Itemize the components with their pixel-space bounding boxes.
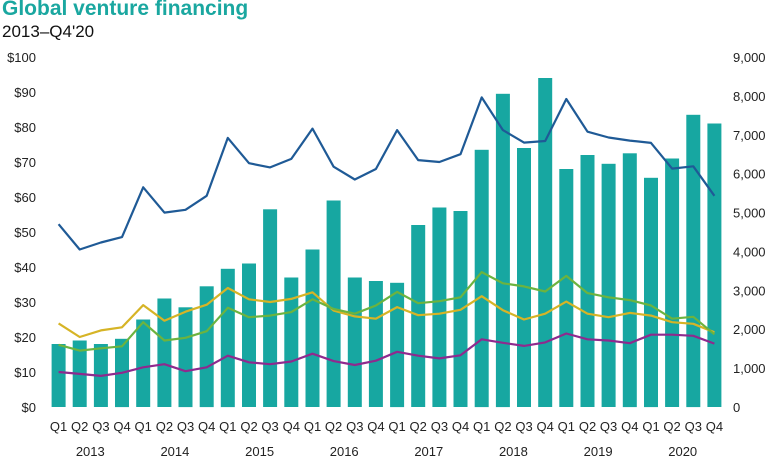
chart-title: Global venture financing	[2, 0, 249, 20]
quarter-label: Q1	[135, 419, 152, 434]
bar	[601, 163, 616, 407]
bar	[707, 123, 722, 407]
left-tick-label: $40	[14, 260, 36, 275]
quarter-label: Q4	[367, 419, 384, 434]
x-axis: Q1 Q2 Q3 Q4 Q1 Q2 Q3 Q4 Q1 Q2 Q3 Q4 Q1 Q2 Q3 Q4 Q1 Q2 Q3 Q4…	[50, 419, 723, 459]
quarter-label: Q3	[346, 419, 363, 434]
year-label: 2013	[76, 444, 105, 459]
line-series-4	[58, 332, 715, 377]
line-series-1	[57, 96, 716, 251]
quarter-label: Q2	[156, 419, 173, 434]
right-tick-label: 6,000	[733, 167, 766, 182]
bar	[495, 93, 510, 408]
bar	[622, 153, 637, 408]
year-label: 2017	[414, 444, 443, 459]
quarter-label: Q3	[431, 419, 448, 434]
quarter-label: Q3	[600, 419, 617, 434]
bar	[538, 78, 553, 407]
quarter-label: Q1	[642, 419, 659, 434]
quarter-label: Q1	[304, 419, 321, 434]
quarter-label: Q1	[50, 419, 67, 434]
bar	[665, 158, 680, 407]
quarter-label: Q2	[663, 419, 680, 434]
bar	[644, 177, 658, 408]
bar	[305, 249, 320, 407]
year-label: 2018	[499, 444, 528, 459]
right-tick-label: 1,000	[733, 361, 766, 376]
quarter-label: Q3	[92, 419, 109, 434]
right-axis: 0 1,000 2,000 3,000 4,000 5,000 6,000 7,000 8,00…	[733, 50, 766, 415]
quarter-label: Q2	[579, 419, 596, 434]
quarter-label: Q3	[515, 419, 532, 434]
left-tick-label: $10	[14, 365, 36, 380]
left-tick-label: $0	[22, 400, 36, 415]
quarter-label: Q4	[706, 419, 723, 434]
bar	[220, 268, 235, 408]
left-tick-label: $30	[14, 295, 36, 310]
quarter-label: Q1	[388, 419, 405, 434]
year-label: 2016	[330, 444, 359, 459]
bar	[326, 200, 341, 407]
bar-series	[51, 78, 722, 408]
year-label: 2019	[584, 444, 613, 459]
year-label: 2020	[668, 444, 697, 459]
quarter-label: Q4	[621, 419, 638, 434]
bar	[432, 207, 447, 407]
quarter-label: Q4	[537, 419, 554, 434]
right-tick-label: 2,000	[733, 322, 766, 337]
left-tick-label: $80	[14, 120, 36, 135]
quarter-label: Q1	[473, 419, 490, 434]
right-tick-label: 4,000	[733, 244, 766, 259]
line-series-3	[58, 271, 716, 352]
right-tick-label: 0	[733, 400, 740, 415]
quarter-label: Q2	[410, 419, 427, 434]
year-label: 2014	[160, 444, 189, 459]
right-tick-label: 8,000	[733, 89, 766, 104]
bar	[580, 155, 595, 407]
quarter-label: Q4	[283, 419, 300, 434]
quarter-label: Q2	[71, 419, 88, 434]
left-tick-label: $50	[14, 225, 36, 240]
bar	[199, 286, 214, 408]
quarter-label: Q2	[240, 419, 257, 434]
bar	[517, 148, 531, 407]
quarter-label: Q2	[494, 419, 511, 434]
bar	[559, 169, 574, 407]
quarter-label: Q4	[198, 419, 215, 434]
bar	[136, 319, 151, 407]
chart-subtitle: 2013–Q4'20	[2, 22, 95, 41]
bar	[178, 307, 193, 408]
bar	[347, 277, 362, 407]
quarter-label: Q4	[452, 419, 469, 434]
quarter-label: Q1	[558, 419, 575, 434]
bar	[686, 114, 701, 408]
bar	[368, 281, 383, 407]
left-tick-label: $60	[14, 190, 36, 205]
left-axis: $0 $10 $20 $30 $40 $50 $60 $70 $80 $90 $100	[7, 50, 36, 415]
left-tick-label: $90	[14, 85, 36, 100]
bar	[51, 344, 66, 407]
right-tick-label: 9,000	[733, 50, 766, 65]
bar	[157, 298, 172, 407]
quarter-label: Q3	[685, 419, 702, 434]
bar	[390, 282, 405, 408]
quarter-label: Q4	[113, 419, 130, 434]
left-tick-label: $70	[14, 155, 36, 170]
left-tick-label: $100	[7, 50, 36, 65]
quarter-label: Q1	[219, 419, 236, 434]
line-series-group	[57, 96, 716, 377]
bar	[263, 209, 278, 407]
right-tick-label: 3,000	[733, 283, 766, 298]
quarter-label: Q2	[325, 419, 342, 434]
right-tick-label: 7,000	[733, 128, 766, 143]
bar	[242, 263, 256, 407]
quarter-label: Q3	[261, 419, 278, 434]
left-tick-label: $20	[14, 330, 36, 345]
year-label: 2015	[245, 444, 274, 459]
line-series-2	[58, 286, 715, 339]
right-tick-label: 5,000	[733, 206, 766, 221]
quarter-label: Q3	[177, 419, 194, 434]
